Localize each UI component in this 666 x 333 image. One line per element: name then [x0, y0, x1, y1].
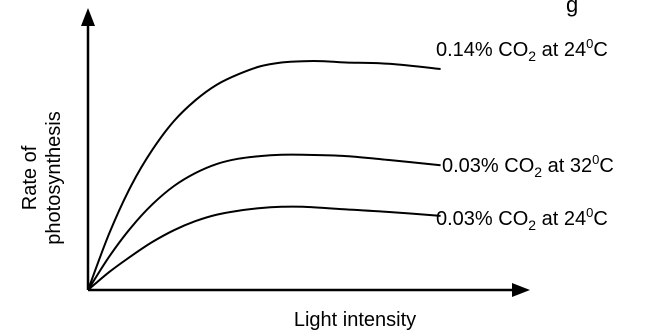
y-axis-label-line-1: Rate of	[19, 145, 41, 210]
series-label-1: 0.14% CO2 at 240C	[436, 36, 608, 64]
y-axis-arrowhead	[81, 8, 95, 26]
series-line-3	[87, 205, 441, 291]
chart-title-partial: g	[566, 0, 578, 17]
y-axis-label: Rate of photosynthesis	[19, 111, 65, 244]
series-labels: 0.14% CO2 at 240C 0.03% CO2 at 320C 0.03…	[436, 36, 614, 233]
x-axis-arrowhead	[512, 283, 530, 297]
series-label-3: 0.03% CO2 at 240C	[436, 205, 608, 233]
series-lines	[87, 60, 441, 291]
series-label-2: 0.03% CO2 at 320C	[442, 152, 614, 180]
x-axis-label: Light intensity	[294, 309, 416, 331]
x-axis	[88, 283, 530, 297]
y-axis-label-line-2: photosynthesis	[43, 111, 65, 244]
series-line-1	[87, 60, 441, 291]
y-axis	[81, 8, 95, 290]
series-line-2	[87, 153, 441, 291]
